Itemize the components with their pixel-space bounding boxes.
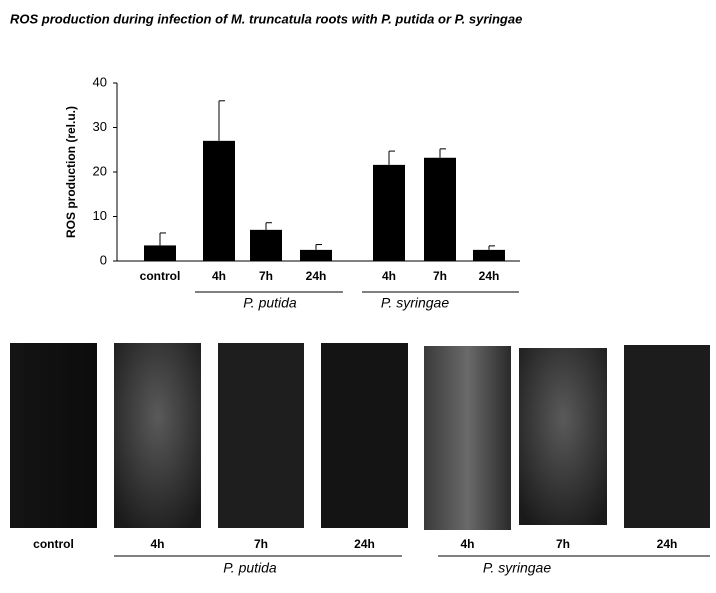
bar — [250, 229, 282, 261]
group-label: P. syringae — [381, 295, 449, 311]
micrograph — [218, 343, 304, 528]
bar — [144, 245, 176, 261]
image-label: 7h — [556, 537, 570, 551]
y-tick-label: 30 — [93, 119, 107, 134]
micrograph — [114, 343, 201, 528]
image-label: 4h — [460, 537, 474, 551]
micrograph — [519, 348, 607, 525]
group-label: P. putida — [223, 560, 277, 576]
micrograph — [10, 343, 97, 528]
image-label: control — [33, 537, 74, 551]
x-tick-label: 24h — [306, 269, 327, 283]
image-label: 24h — [354, 537, 375, 551]
bar — [300, 249, 332, 261]
micrograph — [321, 343, 408, 528]
bar — [373, 164, 405, 261]
bar — [424, 157, 456, 261]
group-label: P. putida — [243, 295, 297, 311]
y-tick-label: 40 — [93, 74, 107, 89]
group-label: P. syringae — [483, 560, 551, 576]
x-tick-label: 24h — [479, 269, 500, 283]
x-tick-label: 4h — [382, 269, 396, 283]
image-label: 24h — [657, 537, 678, 551]
x-tick-label: control — [140, 269, 181, 283]
y-tick-label: 20 — [93, 163, 107, 178]
y-axis-label: ROS production (rel.u.) — [64, 106, 78, 238]
bar — [203, 140, 235, 261]
micrograph — [424, 346, 511, 530]
image-label: 4h — [150, 537, 164, 551]
micrograph — [624, 345, 710, 528]
chart-title: ROS production during infection of M. tr… — [10, 11, 522, 26]
x-tick-label: 7h — [259, 269, 273, 283]
x-tick-label: 7h — [433, 269, 447, 283]
x-tick-label: 4h — [212, 269, 226, 283]
image-label: 7h — [254, 537, 268, 551]
y-tick-label: 10 — [93, 208, 107, 223]
bar — [473, 249, 505, 261]
y-tick-label: 0 — [100, 252, 107, 267]
